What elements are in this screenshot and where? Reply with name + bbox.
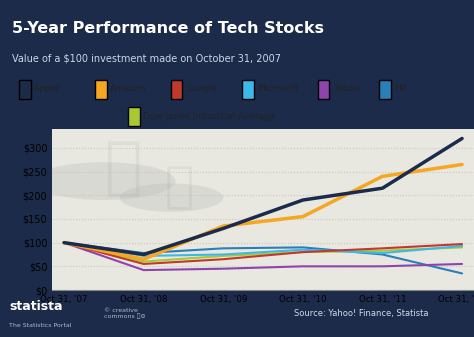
Ellipse shape [120,183,223,212]
Text: Amazon: Amazon [110,84,146,93]
Text: Microsoft: Microsoft [257,84,298,93]
Ellipse shape [32,162,175,200]
Text: The Statistics Portal: The Statistics Portal [9,323,72,328]
Text: Apple: Apple [34,84,60,93]
Text: HP: HP [394,84,407,93]
Text: Google: Google [186,84,218,93]
Text: Yahoo: Yahoo [333,84,359,93]
FancyBboxPatch shape [318,80,329,99]
FancyBboxPatch shape [171,80,182,99]
Text: Value of a $100 investment made on October 31, 2007: Value of a $100 investment made on Octob… [12,53,281,63]
Text: Dow Jones Industrial Average: Dow Jones Industrial Average [143,113,275,121]
Text: 5-Year Performance of Tech Stocks: 5-Year Performance of Tech Stocks [12,21,324,36]
Text: Source: Yahoo! Finance, Statista: Source: Yahoo! Finance, Statista [294,309,428,318]
FancyBboxPatch shape [242,80,254,99]
Text: © creative
commons ⓘ⊝: © creative commons ⓘ⊝ [104,308,146,319]
FancyBboxPatch shape [19,80,31,99]
FancyBboxPatch shape [379,80,391,99]
Text: statista: statista [9,300,63,313]
Text: ⬛: ⬛ [164,163,193,211]
FancyBboxPatch shape [128,107,140,126]
FancyBboxPatch shape [95,80,107,99]
Text: ⬛: ⬛ [105,139,143,199]
